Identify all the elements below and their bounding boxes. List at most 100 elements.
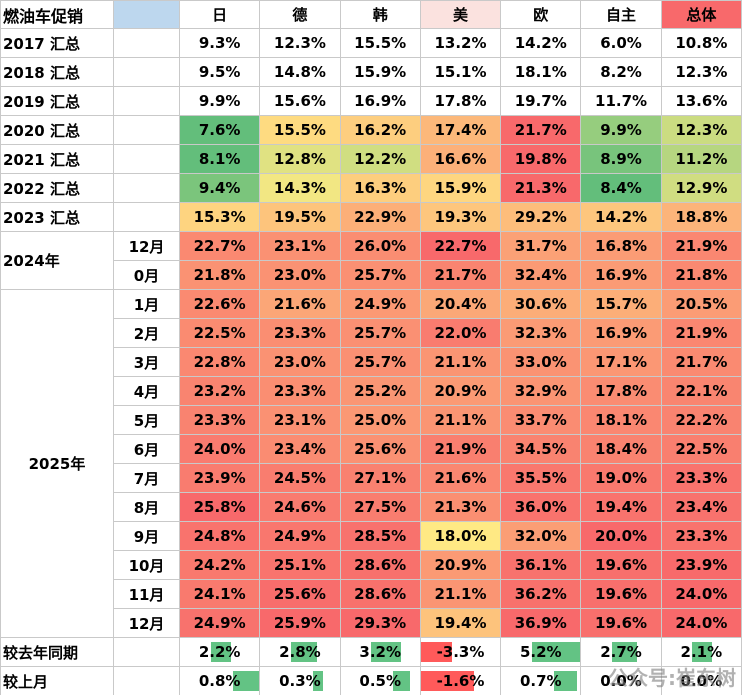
value-cell[interactable]: 21.1% xyxy=(419,405,502,435)
value-cell[interactable]: 22.5% xyxy=(660,434,742,464)
value-cell[interactable]: 27.5% xyxy=(339,492,421,522)
value-cell[interactable]: 22.8% xyxy=(178,347,261,377)
month-label[interactable]: 2月 xyxy=(113,318,180,348)
column-header[interactable]: 韩 xyxy=(339,0,421,29)
value-cell[interactable]: 16.3% xyxy=(339,173,421,203)
row-label[interactable]: 2018 汇总 xyxy=(0,57,114,87)
row-label[interactable]: 较上月 xyxy=(0,666,114,695)
value-cell[interactable]: 9.3% xyxy=(178,28,261,58)
value-cell[interactable]: 23.9% xyxy=(660,550,742,580)
value-cell[interactable]: 32.4% xyxy=(500,260,582,290)
value-cell[interactable]: 36.0% xyxy=(500,492,582,522)
value-cell[interactable]: 22.2% xyxy=(660,405,742,435)
value-cell[interactable]: 36.9% xyxy=(500,608,582,638)
value-cell[interactable]: 22.0% xyxy=(419,318,502,348)
value-cell[interactable]: 21.3% xyxy=(419,492,502,522)
value-cell[interactable]: 36.1% xyxy=(500,550,582,580)
comparison-cell[interactable]: 0.0% xyxy=(660,666,742,695)
month-label[interactable] xyxy=(113,86,180,116)
value-cell[interactable]: 18.0% xyxy=(419,521,502,551)
value-cell[interactable]: 19.6% xyxy=(580,608,662,638)
month-label[interactable]: 12月 xyxy=(113,608,180,638)
value-cell[interactable]: 24.0% xyxy=(660,608,742,638)
comparison-cell[interactable]: -1.6% xyxy=(419,666,502,695)
month-label[interactable] xyxy=(113,144,180,174)
value-cell[interactable]: 16.8% xyxy=(580,231,662,261)
column-header[interactable]: 日 xyxy=(178,0,261,29)
value-cell[interactable]: 20.5% xyxy=(660,289,742,319)
row-label[interactable]: 2022 汇总 xyxy=(0,173,114,203)
value-cell[interactable]: 24.0% xyxy=(660,579,742,609)
value-cell[interactable]: 12.9% xyxy=(660,173,742,203)
value-cell[interactable]: 11.7% xyxy=(580,86,662,116)
value-cell[interactable]: 12.3% xyxy=(259,28,341,58)
value-cell[interactable]: 21.8% xyxy=(178,260,261,290)
value-cell[interactable]: 21.6% xyxy=(419,463,502,493)
value-cell[interactable]: 19.6% xyxy=(580,579,662,609)
value-cell[interactable]: 27.1% xyxy=(339,463,421,493)
month-label[interactable]: 0月 xyxy=(113,260,180,290)
value-cell[interactable]: 34.5% xyxy=(500,434,582,464)
value-cell[interactable]: 15.5% xyxy=(259,115,341,145)
value-cell[interactable]: 21.1% xyxy=(419,347,502,377)
value-cell[interactable]: 25.0% xyxy=(339,405,421,435)
month-label[interactable]: 12月 xyxy=(113,231,180,261)
value-cell[interactable]: 25.2% xyxy=(339,376,421,406)
value-cell[interactable]: 11.2% xyxy=(660,144,742,174)
value-cell[interactable]: 32.9% xyxy=(500,376,582,406)
value-cell[interactable]: 9.9% xyxy=(178,86,261,116)
value-cell[interactable]: 16.9% xyxy=(580,318,662,348)
value-cell[interactable]: 19.5% xyxy=(259,202,341,232)
month-label[interactable]: 3月 xyxy=(113,347,180,377)
value-cell[interactable]: 8.9% xyxy=(580,144,662,174)
value-cell[interactable]: 22.7% xyxy=(419,231,502,261)
value-cell[interactable]: 25.7% xyxy=(339,260,421,290)
value-cell[interactable]: 36.2% xyxy=(500,579,582,609)
value-cell[interactable]: 21.3% xyxy=(500,173,582,203)
value-cell[interactable]: 14.8% xyxy=(259,57,341,87)
month-label[interactable]: 9月 xyxy=(113,521,180,551)
value-cell[interactable]: 31.7% xyxy=(500,231,582,261)
value-cell[interactable]: 14.3% xyxy=(259,173,341,203)
month-label[interactable]: 8月 xyxy=(113,492,180,522)
value-cell[interactable]: 22.6% xyxy=(178,289,261,319)
comparison-cell[interactable]: 2.2% xyxy=(178,637,261,667)
value-cell[interactable]: 28.5% xyxy=(339,521,421,551)
value-cell[interactable]: 13.6% xyxy=(660,86,742,116)
value-cell[interactable]: 12.2% xyxy=(339,144,421,174)
value-cell[interactable]: 21.7% xyxy=(500,115,582,145)
value-cell[interactable]: 13.2% xyxy=(419,28,502,58)
value-cell[interactable]: 15.1% xyxy=(419,57,502,87)
value-cell[interactable]: 33.0% xyxy=(500,347,582,377)
month-label[interactable] xyxy=(113,173,180,203)
value-cell[interactable]: 23.0% xyxy=(259,260,341,290)
value-cell[interactable]: 23.9% xyxy=(178,463,261,493)
comparison-cell[interactable]: 0.5% xyxy=(339,666,421,695)
column-header[interactable]: 欧 xyxy=(500,0,582,29)
value-cell[interactable]: 23.0% xyxy=(259,347,341,377)
value-cell[interactable]: 24.6% xyxy=(259,492,341,522)
column-header[interactable]: 自主 xyxy=(580,0,662,29)
value-cell[interactable]: 20.9% xyxy=(419,376,502,406)
row-label[interactable]: 2021 汇总 xyxy=(0,144,114,174)
value-cell[interactable]: 15.5% xyxy=(339,28,421,58)
value-cell[interactable]: 18.8% xyxy=(660,202,742,232)
value-cell[interactable]: 26.0% xyxy=(339,231,421,261)
value-cell[interactable]: 24.2% xyxy=(178,550,261,580)
month-label[interactable] xyxy=(113,115,180,145)
value-cell[interactable]: 21.7% xyxy=(419,260,502,290)
value-cell[interactable]: 21.9% xyxy=(660,231,742,261)
value-cell[interactable]: 8.4% xyxy=(580,173,662,203)
value-cell[interactable]: 24.0% xyxy=(178,434,261,464)
value-cell[interactable]: 21.6% xyxy=(259,289,341,319)
value-cell[interactable]: 21.1% xyxy=(419,579,502,609)
row-label[interactable]: 2024年 xyxy=(0,231,114,290)
value-cell[interactable]: 23.1% xyxy=(259,231,341,261)
value-cell[interactable]: 14.2% xyxy=(580,202,662,232)
value-cell[interactable]: 35.5% xyxy=(500,463,582,493)
value-cell[interactable]: 25.8% xyxy=(178,492,261,522)
month-label[interactable] xyxy=(113,28,180,58)
value-cell[interactable]: 15.3% xyxy=(178,202,261,232)
value-cell[interactable]: 22.7% xyxy=(178,231,261,261)
value-cell[interactable]: 22.1% xyxy=(660,376,742,406)
